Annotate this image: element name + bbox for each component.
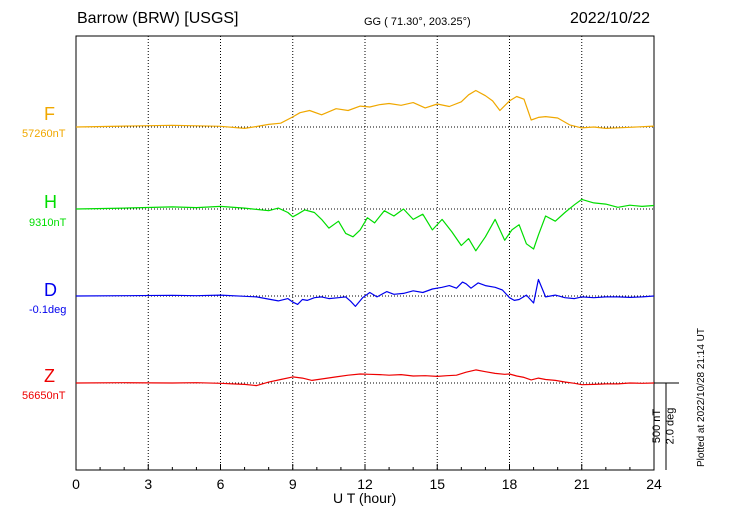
x-tick-label-21: 21 (574, 476, 590, 492)
series-line-h (75, 198, 655, 252)
x-tick-label-12: 12 (357, 476, 373, 492)
grid-lines (76, 36, 654, 470)
x-tick-label-3: 3 (144, 476, 152, 492)
x-tick-label-24: 24 (646, 476, 662, 492)
date-label: 2022/10/22 (570, 10, 651, 27)
baseline-label-h: 9310nT (29, 217, 67, 229)
scale-label-deg: 2.0 deg (664, 407, 677, 445)
baseline-label-f: 57260nT (22, 128, 66, 140)
baseline-label-d: -0.1deg (29, 304, 67, 316)
scale-label-nt: 500 nT (651, 408, 664, 444)
x-tick-label-6: 6 (217, 476, 225, 492)
coordinates-label: GG ( 71.30°, 203.25°) (364, 16, 471, 28)
channel-label-z: Z (44, 366, 55, 386)
plotted-at-note: Plotted at 2022/10/28 21:14 UT (696, 328, 707, 467)
channel-label-f: F (44, 104, 55, 124)
series-line-f (75, 89, 655, 129)
x-axis-ticks: 0 3 6 9 12 15 18 21 24 (72, 464, 662, 492)
x-tick-label-9: 9 (289, 476, 297, 492)
scale-bar (654, 382, 679, 470)
series-group (75, 89, 655, 387)
x-tick-label-0: 0 (72, 476, 80, 492)
x-axis-label: U T (hour) (333, 490, 397, 506)
x-tick-label-18: 18 (502, 476, 518, 492)
station-title: Barrow (BRW) [USGS] (77, 10, 239, 27)
series-line-z (75, 369, 655, 387)
baseline-label-z: 56650nT (22, 390, 66, 402)
channel-label-d: D (44, 280, 57, 300)
channel-label-h: H (44, 192, 57, 212)
series-line-d (75, 278, 655, 307)
x-tick-label-15: 15 (429, 476, 445, 492)
